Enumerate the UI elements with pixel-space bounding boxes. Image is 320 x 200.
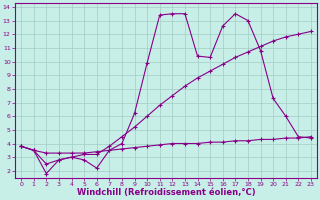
X-axis label: Windchill (Refroidissement éolien,°C): Windchill (Refroidissement éolien,°C) [77, 188, 255, 197]
